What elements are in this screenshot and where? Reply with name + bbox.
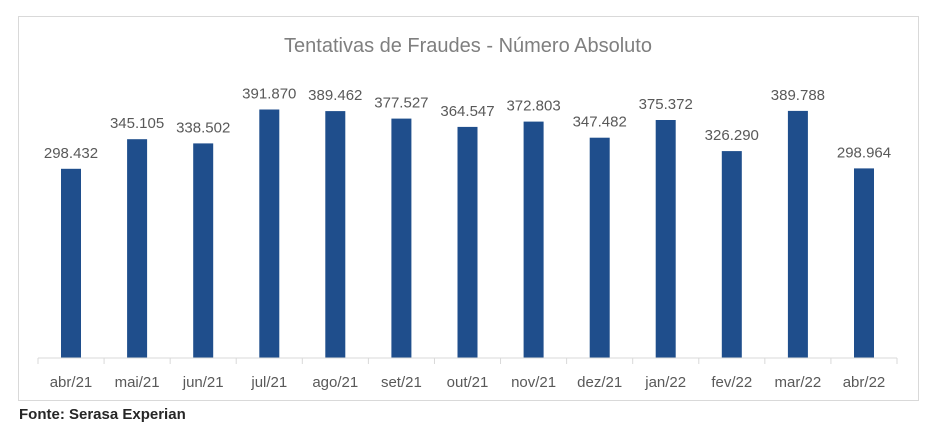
bar-abr-21	[61, 168, 81, 358]
x-tick-label: nov/21	[511, 374, 556, 391]
chart-title: Tentativas de Fraudes - Número Absoluto	[284, 35, 652, 57]
bar-value-label: 375.372	[639, 96, 693, 113]
bar-value-label: 389.788	[771, 87, 825, 104]
x-ticks-group	[37, 358, 898, 364]
bar-value-label: 389.462	[308, 87, 362, 104]
bar-mai-21	[127, 139, 148, 358]
bar-nov-21	[523, 121, 544, 358]
bar-dez-21	[589, 137, 610, 358]
bar-fev-22	[721, 151, 742, 358]
bar-jun-21	[193, 143, 214, 358]
value-labels-group: 298.432 345.105 338.502 391.870 389.462 377.5…	[44, 86, 891, 162]
bar-value-label: 298.432	[44, 145, 98, 162]
bar-value-label: 372.803	[506, 98, 560, 115]
bar-value-label: 391.870	[242, 86, 296, 103]
x-tick-label: abr/22	[843, 374, 886, 391]
bar-value-label: 298.964	[837, 144, 891, 161]
bar-out-21	[457, 126, 478, 359]
source-note: Fonte: Serasa Experian	[19, 406, 186, 423]
bar-value-label: 364.547	[440, 103, 494, 120]
x-tick-label: mai/21	[115, 374, 160, 391]
bar-value-label: 377.527	[374, 95, 428, 112]
bar-value-label: 347.482	[573, 114, 627, 131]
bars-group	[61, 109, 874, 359]
x-tick-label: jan/22	[644, 374, 686, 391]
bar-value-label: 338.502	[176, 119, 230, 136]
x-tick-label: fev/22	[711, 374, 752, 391]
bar-value-label: 326.290	[705, 127, 759, 144]
bar-ago-21	[325, 111, 346, 358]
x-tick-label: set/21	[381, 374, 422, 391]
x-tick-label: jun/21	[182, 374, 224, 391]
bar-abr-22	[854, 168, 874, 358]
bar-jan-22	[655, 120, 676, 358]
x-tick-label: ago/21	[312, 374, 358, 391]
x-tick-label: abr/21	[50, 374, 93, 391]
x-tick-label: dez/21	[577, 374, 622, 391]
bar-mar-22	[787, 110, 808, 359]
x-tick-label: mar/22	[775, 374, 822, 391]
x-tick-label: jul/21	[250, 374, 287, 391]
x-tick-labels-group: abr/21 mai/21 jun/21 jul/21 ago/21 set/21 out/…	[50, 374, 886, 391]
bar-jul-21	[259, 109, 280, 358]
bar-value-label: 345.105	[110, 115, 164, 132]
x-tick-label: out/21	[447, 374, 489, 391]
bar-set-21	[391, 118, 412, 358]
